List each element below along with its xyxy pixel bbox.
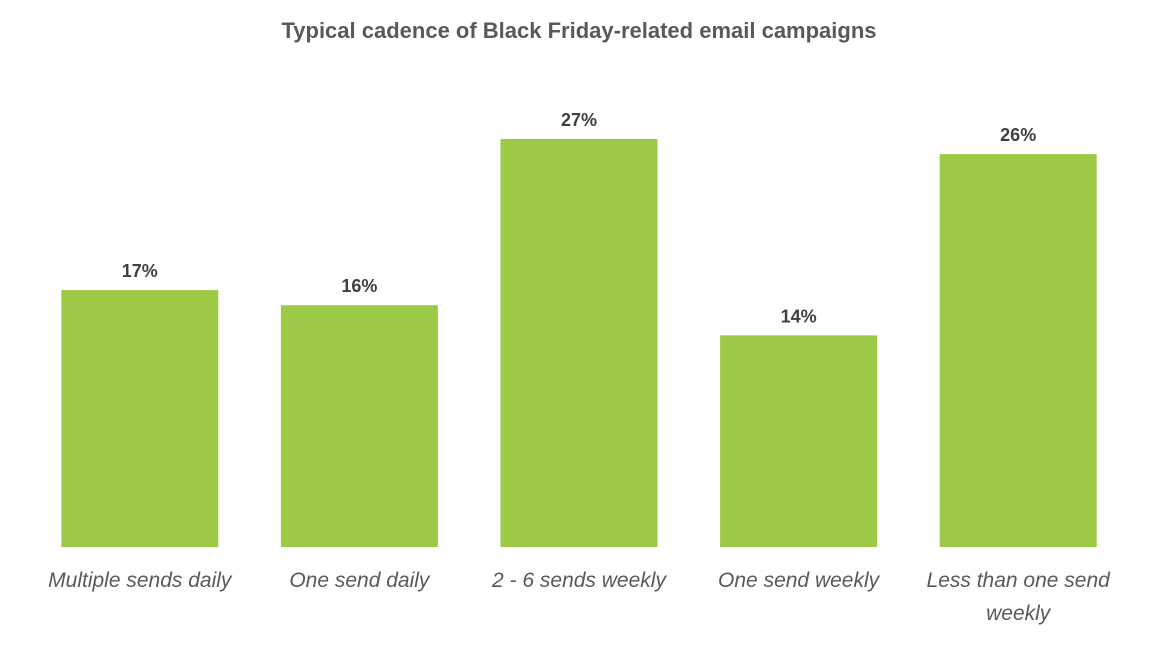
category-label-3: 2 - 6 sends weekly bbox=[491, 569, 667, 592]
data-label-5: 26% bbox=[1000, 125, 1036, 145]
bars-layer bbox=[61, 139, 1097, 547]
category-label-1: Multiple sends daily bbox=[48, 569, 233, 592]
bar-3 bbox=[500, 139, 658, 547]
category-label-2: One send daily bbox=[289, 569, 431, 592]
category-label-4: One send weekly bbox=[718, 569, 881, 592]
data-label-1: 17% bbox=[122, 261, 158, 281]
category-label-5-line-2: weekly bbox=[986, 602, 1052, 625]
bar-5 bbox=[939, 154, 1097, 547]
data-label-3: 27% bbox=[561, 110, 597, 130]
chart-title: Typical cadence of Black Friday-related … bbox=[281, 18, 877, 43]
bar-4 bbox=[720, 335, 878, 547]
category-label-5-line-1: Less than one send bbox=[927, 569, 1112, 592]
bar-1 bbox=[61, 290, 219, 547]
data-label-2: 16% bbox=[341, 276, 377, 296]
data-label-4: 14% bbox=[781, 306, 817, 326]
labels-layer: 17% Multiple sends daily 16% One send daily… bbox=[48, 110, 1111, 625]
bar-2 bbox=[280, 305, 438, 547]
